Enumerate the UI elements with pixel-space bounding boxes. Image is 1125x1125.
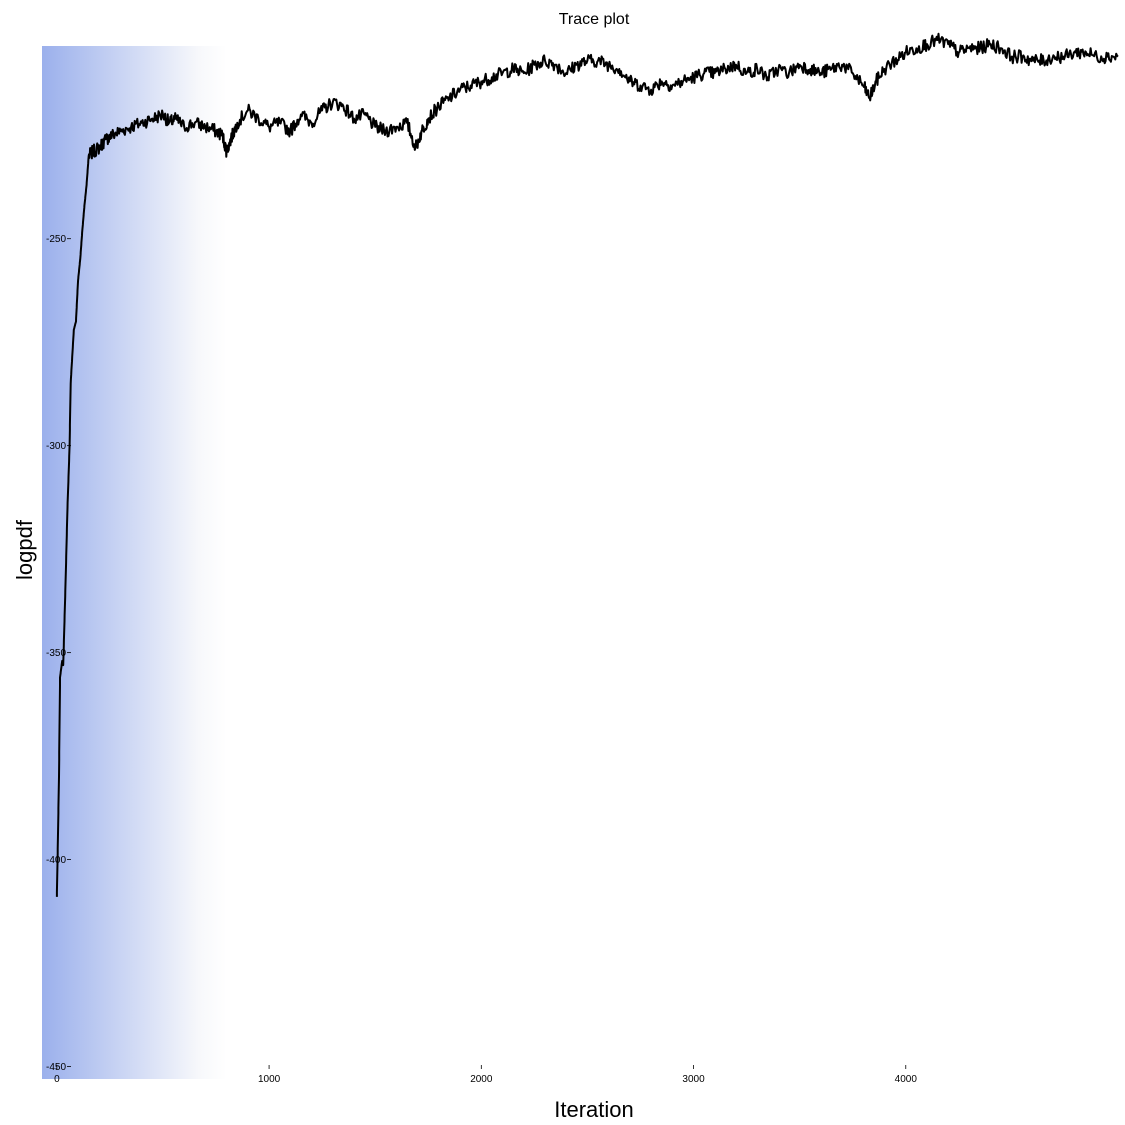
x-tick-label: 2000 xyxy=(470,1074,493,1085)
y-tick-label: -250 xyxy=(46,234,66,245)
burn-in-region xyxy=(42,46,227,1079)
x-tick-label: 4000 xyxy=(895,1074,918,1085)
y-tick-label: -400 xyxy=(46,855,66,866)
y-tick-label: -300 xyxy=(46,441,66,452)
chart-title: Trace plot xyxy=(559,11,630,28)
x-tick-label: 1000 xyxy=(258,1074,281,1085)
x-tick-label: 0 xyxy=(54,1074,60,1085)
y-tick-label: -450 xyxy=(46,1062,66,1073)
x-tick-label: 3000 xyxy=(682,1074,705,1085)
x-axis-title: Iteration xyxy=(554,1097,634,1122)
y-axis-title: logpdf xyxy=(12,519,37,580)
